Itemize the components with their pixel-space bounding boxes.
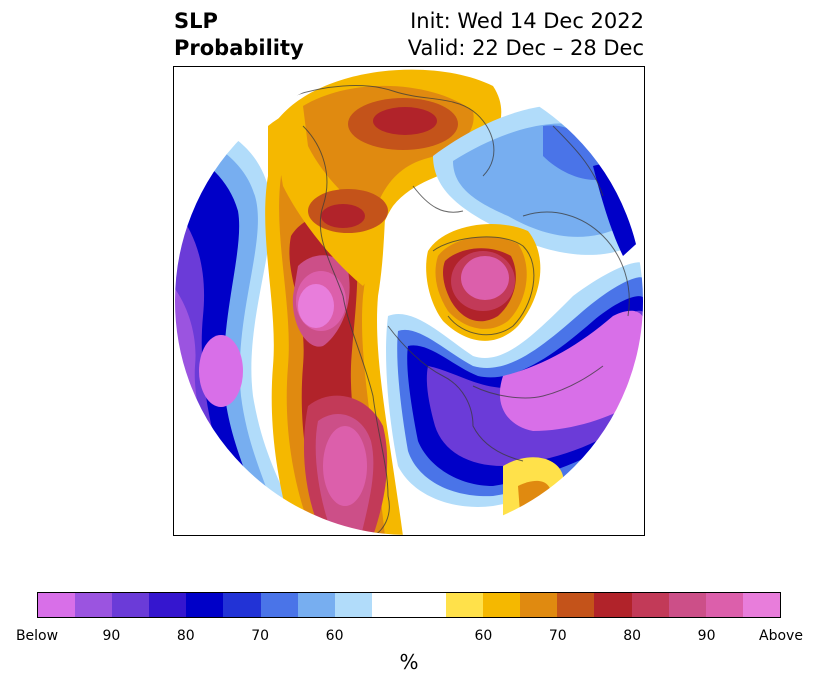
colorbar-swatch [371,593,409,617]
colorbar-tick-label: 70 [548,628,567,644]
colorbar-swatch [483,593,521,617]
colorbar-tick-label: 80 [176,628,195,644]
colorbar-swatch [297,593,335,617]
colorbar-unit: % [399,650,419,674]
colorbar-tick-label: 60 [474,628,493,644]
colorbar-swatch [520,593,558,617]
colorbar-swatch [705,593,743,617]
colorbar-swatch [557,593,595,617]
colorbar-swatch [631,593,669,617]
colorbar-tick-label: 90 [697,628,716,644]
colorbar-swatch [668,593,706,617]
title-line-1: SLP [174,9,218,33]
colorbar-tick-label: 90 [102,628,121,644]
colorbar-swatch [260,593,298,617]
colorbar-swatch [38,593,76,617]
colorbar-tick-label: 60 [325,628,344,644]
colorbar-swatch [446,593,484,617]
colorbar [37,592,781,618]
map-svg [173,66,645,536]
valid-period: Init: Wed 14 Dec 2022 Valid: 22 Dec – 28… [408,8,644,62]
probability-field [174,66,644,536]
colorbar-swatch [186,593,224,617]
colorbar-swatch [408,593,447,617]
init-date: Init: Wed 14 Dec 2022 [410,9,644,33]
colorbar-swatch [223,593,261,617]
colorbar-swatch [149,593,187,617]
colorbar-tick-label: 80 [623,628,642,644]
colorbar-swatch [334,593,372,617]
colorbar-swatch [742,593,780,617]
map-title: SLP Probability [174,8,304,62]
colorbar-tick-label: Below [15,628,59,644]
coastlines [292,85,630,536]
colorbar-tick-label: 70 [251,628,270,644]
colorbar-swatch [594,593,632,617]
colorbar-swatch [112,593,150,617]
title-line-2: Probability [174,36,304,60]
probability-map [173,66,645,536]
valid-dates: Valid: 22 Dec – 28 Dec [407,36,644,60]
colorbar-tick-label: Above [759,628,803,644]
colorbar-swatch [75,593,113,617]
